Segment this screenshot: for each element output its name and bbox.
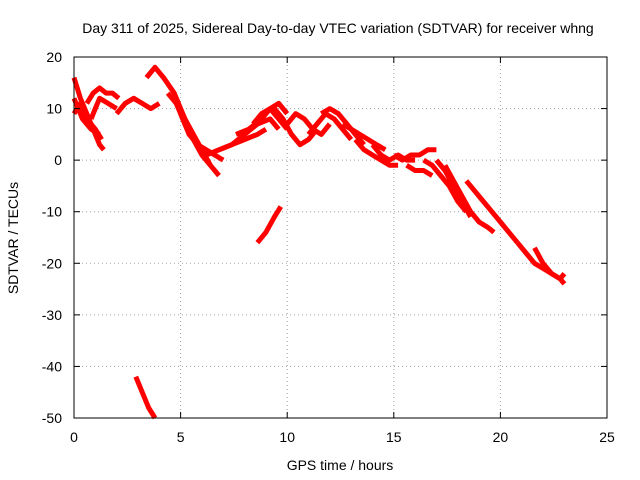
x-tick-label: 10 bbox=[279, 429, 295, 445]
series-group bbox=[71, 64, 567, 420]
series-line-track-22 bbox=[392, 147, 437, 163]
x-tick-label: 0 bbox=[70, 429, 78, 445]
y-tick-label: 0 bbox=[54, 152, 62, 168]
series-line-track-20 bbox=[353, 137, 399, 168]
x-axis-label: GPS time / hours bbox=[287, 457, 394, 473]
series-line-track-26 bbox=[442, 164, 496, 235]
series-line-track-15 bbox=[272, 107, 319, 148]
y-tick-label: -20 bbox=[42, 255, 62, 271]
y-tick-label: -10 bbox=[42, 204, 62, 220]
grid bbox=[74, 57, 607, 418]
x-tick-label: 5 bbox=[177, 429, 185, 445]
x-tick-label: 15 bbox=[386, 429, 402, 445]
series-line-track-31 bbox=[133, 375, 158, 420]
x-tick-label: 20 bbox=[493, 429, 509, 445]
x-tick-label: 25 bbox=[599, 429, 615, 445]
series-line-track-3 bbox=[71, 100, 104, 141]
series-line-track-24 bbox=[422, 157, 469, 214]
y-tick-label: -40 bbox=[42, 358, 62, 374]
y-tick-label: 10 bbox=[46, 101, 62, 117]
chart-title: Day 311 of 2025, Sidereal Day-to-day VTE… bbox=[82, 20, 593, 36]
plot-frame bbox=[73, 56, 608, 419]
series-line-track-16 bbox=[285, 111, 332, 137]
series-line-track-27 bbox=[464, 179, 520, 245]
x-axis-ticks: 0 5 10 15 20 25 bbox=[70, 57, 615, 445]
series-line-track-4 bbox=[84, 85, 121, 105]
series-line-track-17 bbox=[306, 111, 354, 142]
series-line-track-14 bbox=[251, 106, 290, 131]
y-tick-label: -30 bbox=[42, 307, 62, 323]
series-line-track-29 bbox=[532, 246, 567, 286]
series-line-track-6 bbox=[114, 95, 161, 116]
series-line-track-19 bbox=[341, 121, 387, 152]
series-line-track-30 bbox=[255, 205, 283, 245]
series-line-track-10 bbox=[178, 112, 225, 163]
y-tick-label: 20 bbox=[46, 49, 62, 65]
series-line-track-5 bbox=[88, 95, 118, 120]
series-line-track-18 bbox=[320, 106, 366, 147]
y-axis-ticks: -50 -40 -30 -20 -10 0 10 20 bbox=[42, 49, 607, 426]
y-tick-label: -50 bbox=[42, 410, 62, 426]
y-axis-label: SDTVAR / TECUs bbox=[5, 182, 21, 294]
series-line-track-23 bbox=[405, 163, 434, 178]
